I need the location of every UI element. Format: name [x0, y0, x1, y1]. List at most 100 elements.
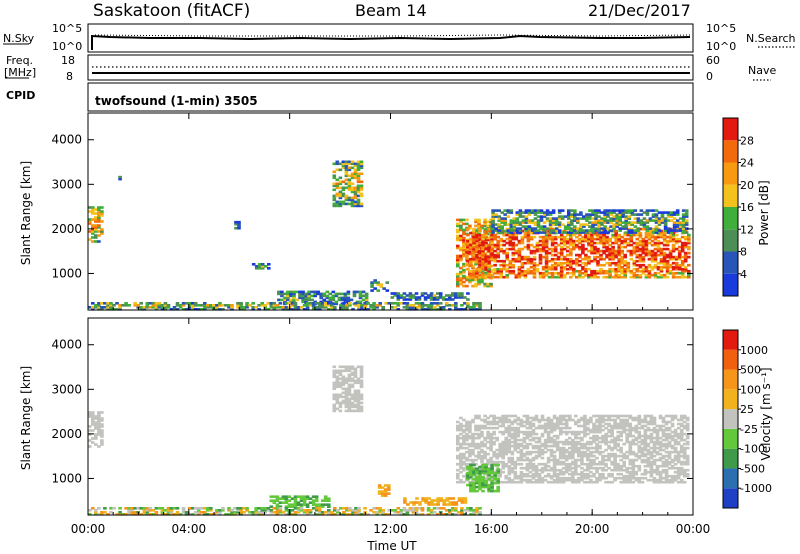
range-gate-cell [480, 448, 484, 452]
range-gate-cell [590, 271, 594, 275]
range-gate-cell [577, 480, 581, 484]
range-gate-cell [142, 509, 147, 512]
range-gate-cell [680, 235, 685, 239]
range-gate-cell [553, 249, 558, 253]
range-gate-cell [628, 426, 633, 430]
range-gate-cell [307, 296, 311, 300]
range-gate-cell [543, 444, 548, 448]
range-gate-cell [595, 450, 599, 454]
range-gate-cell [670, 474, 675, 478]
range-gate-cell [586, 432, 590, 436]
range-gate-cell [486, 462, 490, 466]
range-gate-cell [655, 480, 660, 484]
range-gate-cell [527, 213, 532, 216]
range-gate-cell [641, 227, 646, 231]
range-gate-cell [353, 188, 358, 192]
range-gate-cell [342, 302, 346, 305]
range-gate-cell [554, 221, 559, 224]
range-gate-cell [474, 414, 478, 418]
range-gate-cell [510, 444, 515, 448]
range-gate-cell [350, 204, 355, 208]
range-gate-cell [338, 371, 343, 375]
range-gate-cell [471, 440, 475, 444]
range-gate-cell [350, 371, 355, 375]
range-gate-cell [609, 209, 613, 212]
range-gate-cell [471, 420, 475, 424]
range-gate-cell [275, 306, 280, 309]
range-gate-cell [513, 444, 518, 448]
range-gate-cell [661, 420, 666, 424]
range-gate-cell [356, 160, 361, 164]
range-gate-cell [332, 387, 337, 391]
range-gate-cell [671, 237, 676, 241]
range-gate-cell [616, 462, 620, 466]
range-gate-cell [528, 416, 533, 420]
range-gate-cell [418, 503, 422, 506]
range-gate-cell [484, 485, 488, 489]
range-gate-cell [649, 438, 654, 442]
range-gate-cell [613, 418, 617, 422]
range-gate-cell [590, 249, 594, 253]
range-gate-cell [499, 267, 503, 271]
range-gate-cell [556, 255, 561, 259]
range-gate-cell [680, 255, 685, 259]
range-gate-cell [650, 273, 655, 277]
range-gate-cell [405, 302, 410, 305]
range-gate-cell [100, 232, 104, 235]
range-gate-cell [611, 229, 615, 233]
range-gate-cell [643, 470, 648, 474]
range-gate-cell [676, 426, 681, 430]
range-gate-cell [654, 219, 659, 222]
range-gate-cell [554, 223, 559, 226]
range-gate-cell [469, 463, 473, 467]
range-gate-cell [344, 401, 349, 405]
range-gate-cell [643, 452, 648, 456]
range-gate-cell [513, 462, 518, 466]
range-gate-cell [94, 511, 98, 514]
range-gate-cell [462, 442, 466, 446]
range-gate-cell [564, 450, 569, 454]
range-gate-cell [465, 438, 469, 442]
range-gate-cell [550, 227, 555, 231]
range-gate-cell [650, 229, 655, 233]
range-gate-cell [596, 275, 600, 279]
range-gate-cell [664, 428, 669, 432]
range-gate-cell [242, 306, 246, 309]
range-gate-cell [633, 217, 638, 220]
range-gate-cell [242, 511, 246, 514]
range-gate-cell [649, 414, 654, 418]
range-gate-cell [680, 245, 685, 249]
range-gate-cell [608, 275, 612, 279]
range-gate-cell [552, 474, 557, 478]
range-gate-cell [510, 422, 515, 426]
range-gate-cell [514, 249, 519, 253]
range-gate-cell [630, 211, 635, 214]
range-gate-cell [127, 304, 131, 307]
range-gate-cell [352, 292, 357, 296]
y-tick-label: 3000 [51, 177, 82, 191]
range-gate-cell [323, 302, 328, 305]
range-gate-cell [359, 369, 364, 373]
range-gate-cell [338, 369, 343, 373]
range-gate-cell [530, 211, 535, 214]
range-gate-cell [490, 483, 494, 487]
range-gate-cell [292, 290, 296, 294]
range-gate-cell [674, 227, 679, 231]
range-gate-cell [619, 446, 623, 450]
range-gate-cell [350, 403, 355, 407]
range-gate-cell [517, 267, 522, 271]
range-gate-cell [647, 231, 652, 235]
range-gate-cell [628, 480, 633, 484]
range-gate-cell [659, 233, 664, 237]
range-gate-cell [471, 284, 475, 288]
range-gate-cell [596, 271, 600, 275]
range-gate-cell [468, 458, 472, 462]
range-gate-cell [483, 420, 487, 424]
range-gate-cell [623, 269, 627, 273]
range-gate-cell [239, 507, 243, 510]
range-gate-cell [373, 287, 377, 290]
range-gate-cell [332, 375, 337, 379]
range-gate-cell [332, 371, 337, 375]
range-gate-cell [671, 249, 676, 253]
range-gate-cell [483, 452, 487, 456]
